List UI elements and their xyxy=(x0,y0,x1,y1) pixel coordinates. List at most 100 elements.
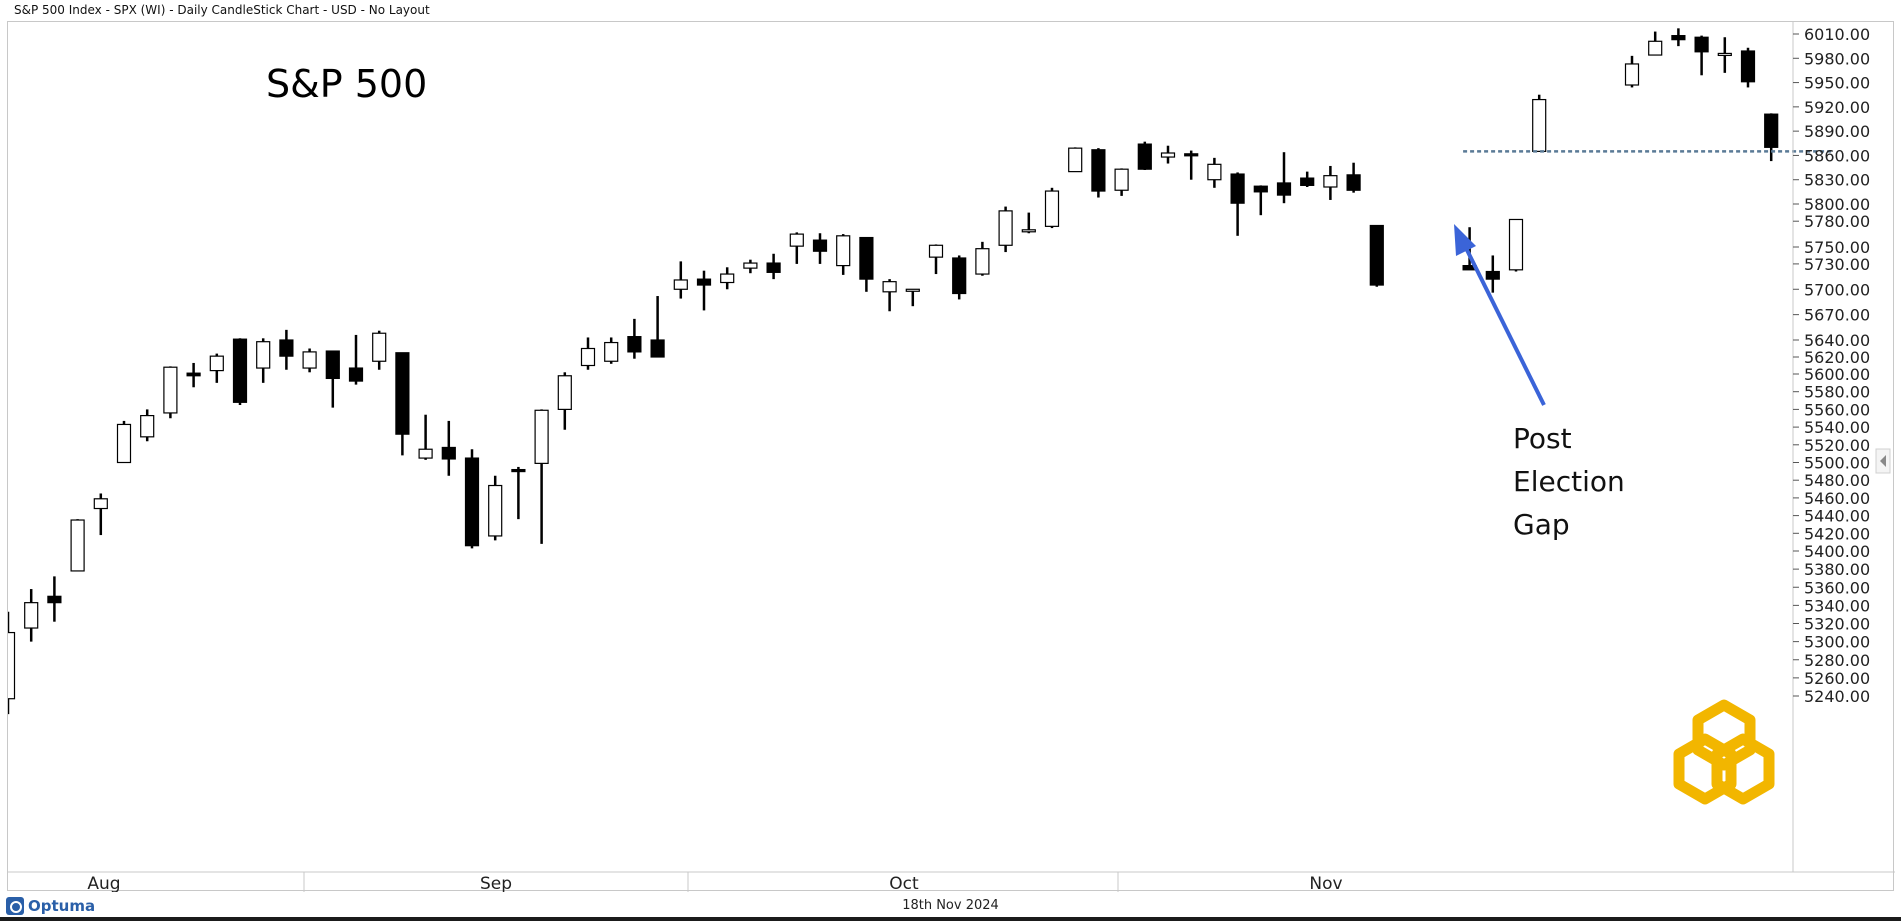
y-tick-label: 5860.00 xyxy=(1804,146,1870,165)
candle[interactable] xyxy=(1694,35,1709,76)
candle-body xyxy=(696,278,712,286)
y-tick-label: 5540.00 xyxy=(1804,418,1870,437)
candle[interactable] xyxy=(696,270,712,311)
candle[interactable] xyxy=(348,334,364,385)
candle-body xyxy=(302,351,317,369)
candle-body xyxy=(0,631,16,700)
candle[interactable] xyxy=(1532,94,1547,152)
candle-body xyxy=(1114,168,1129,191)
candle[interactable] xyxy=(998,206,1013,253)
candle[interactable] xyxy=(1091,148,1106,198)
candle[interactable] xyxy=(650,296,665,358)
brand-name: Optuma xyxy=(28,897,96,915)
candle[interactable] xyxy=(975,241,990,276)
candle[interactable] xyxy=(1137,141,1152,170)
candle[interactable] xyxy=(1114,168,1129,196)
candle-body xyxy=(1508,218,1524,271)
candle[interactable] xyxy=(70,519,85,572)
candle[interactable] xyxy=(534,409,549,544)
y-tick-label: 5420.00 xyxy=(1804,524,1870,543)
candle[interactable] xyxy=(928,244,944,275)
candle[interactable] xyxy=(720,267,735,290)
candle[interactable] xyxy=(209,353,224,383)
candle-body xyxy=(1021,229,1036,233)
candle-body xyxy=(140,414,155,438)
candle[interactable] xyxy=(1021,212,1036,234)
candle[interactable] xyxy=(1485,255,1500,293)
candle[interactable] xyxy=(163,366,178,419)
candle-body xyxy=(812,239,828,252)
candlestick-chart[interactable]: 5240.005260.005280.005300.005320.005340.… xyxy=(0,22,1895,894)
candle[interactable] xyxy=(302,348,317,373)
candle[interactable] xyxy=(789,232,804,264)
candle[interactable] xyxy=(1764,113,1779,162)
y-tick-label: 5240.00 xyxy=(1804,687,1870,706)
y-tick-label: 5360.00 xyxy=(1804,578,1870,597)
candle[interactable] xyxy=(1160,145,1176,164)
candle[interactable] xyxy=(325,350,340,408)
candle[interactable] xyxy=(1369,224,1384,287)
candle[interactable] xyxy=(279,329,294,370)
candle[interactable] xyxy=(1044,187,1060,229)
candle[interactable] xyxy=(1068,147,1083,173)
candle[interactable] xyxy=(1323,165,1338,200)
candle[interactable] xyxy=(256,338,271,383)
y-tick-label: 5780.00 xyxy=(1804,212,1870,231)
candle[interactable] xyxy=(766,253,781,280)
candle-body xyxy=(511,468,526,473)
candle[interactable] xyxy=(557,372,572,430)
candle[interactable] xyxy=(812,233,828,264)
candle[interactable] xyxy=(859,236,874,292)
candle-body xyxy=(1230,173,1245,204)
chart-title: S&P 500 xyxy=(266,62,427,106)
candle[interactable] xyxy=(627,318,642,359)
watermark-logo-icon xyxy=(1673,699,1775,805)
candle[interactable] xyxy=(604,337,619,364)
candle[interactable] xyxy=(47,576,62,622)
candle[interactable] xyxy=(232,338,248,405)
candle[interactable] xyxy=(952,255,967,300)
candle[interactable] xyxy=(372,330,387,370)
candle[interactable] xyxy=(1300,171,1315,187)
bottom-rule xyxy=(0,917,1901,921)
candle[interactable] xyxy=(186,362,201,388)
candle[interactable] xyxy=(464,449,480,549)
candle[interactable] xyxy=(1184,150,1199,180)
candle-body xyxy=(464,457,480,547)
candle-body xyxy=(1532,98,1547,152)
candle[interactable] xyxy=(511,466,526,520)
candle[interactable] xyxy=(418,414,433,460)
candle[interactable] xyxy=(1648,31,1663,56)
y-tick-label: 5700.00 xyxy=(1804,280,1870,299)
x-tick-label: Nov xyxy=(1309,874,1342,892)
candle[interactable] xyxy=(1346,162,1361,193)
candle[interactable] xyxy=(1740,47,1756,88)
candle[interactable] xyxy=(882,279,897,312)
candle[interactable] xyxy=(1717,37,1732,73)
candle[interactable] xyxy=(905,288,920,307)
candle[interactable] xyxy=(395,352,410,456)
candle[interactable] xyxy=(1207,157,1222,188)
y-tick-label: 5480.00 xyxy=(1804,471,1870,490)
candle[interactable] xyxy=(1671,28,1686,47)
candle[interactable] xyxy=(24,589,39,642)
collapse-arrow-icon[interactable] xyxy=(1875,448,1891,474)
candle[interactable] xyxy=(673,261,688,299)
candle[interactable] xyxy=(441,420,456,476)
candle[interactable] xyxy=(0,611,16,715)
candle[interactable] xyxy=(93,493,108,536)
candle-body xyxy=(998,210,1013,246)
candle[interactable] xyxy=(1253,185,1268,216)
candle[interactable] xyxy=(116,420,132,464)
candle[interactable] xyxy=(1230,172,1245,236)
candle[interactable] xyxy=(580,337,596,370)
candle-body xyxy=(209,355,224,372)
candle[interactable] xyxy=(488,475,503,541)
y-tick-label: 5440.00 xyxy=(1804,507,1870,526)
candle[interactable] xyxy=(1508,218,1524,272)
candle[interactable] xyxy=(1276,152,1292,204)
candle[interactable] xyxy=(836,234,851,275)
candle[interactable] xyxy=(1624,55,1640,88)
candle[interactable] xyxy=(140,409,155,442)
candle[interactable] xyxy=(743,259,758,274)
